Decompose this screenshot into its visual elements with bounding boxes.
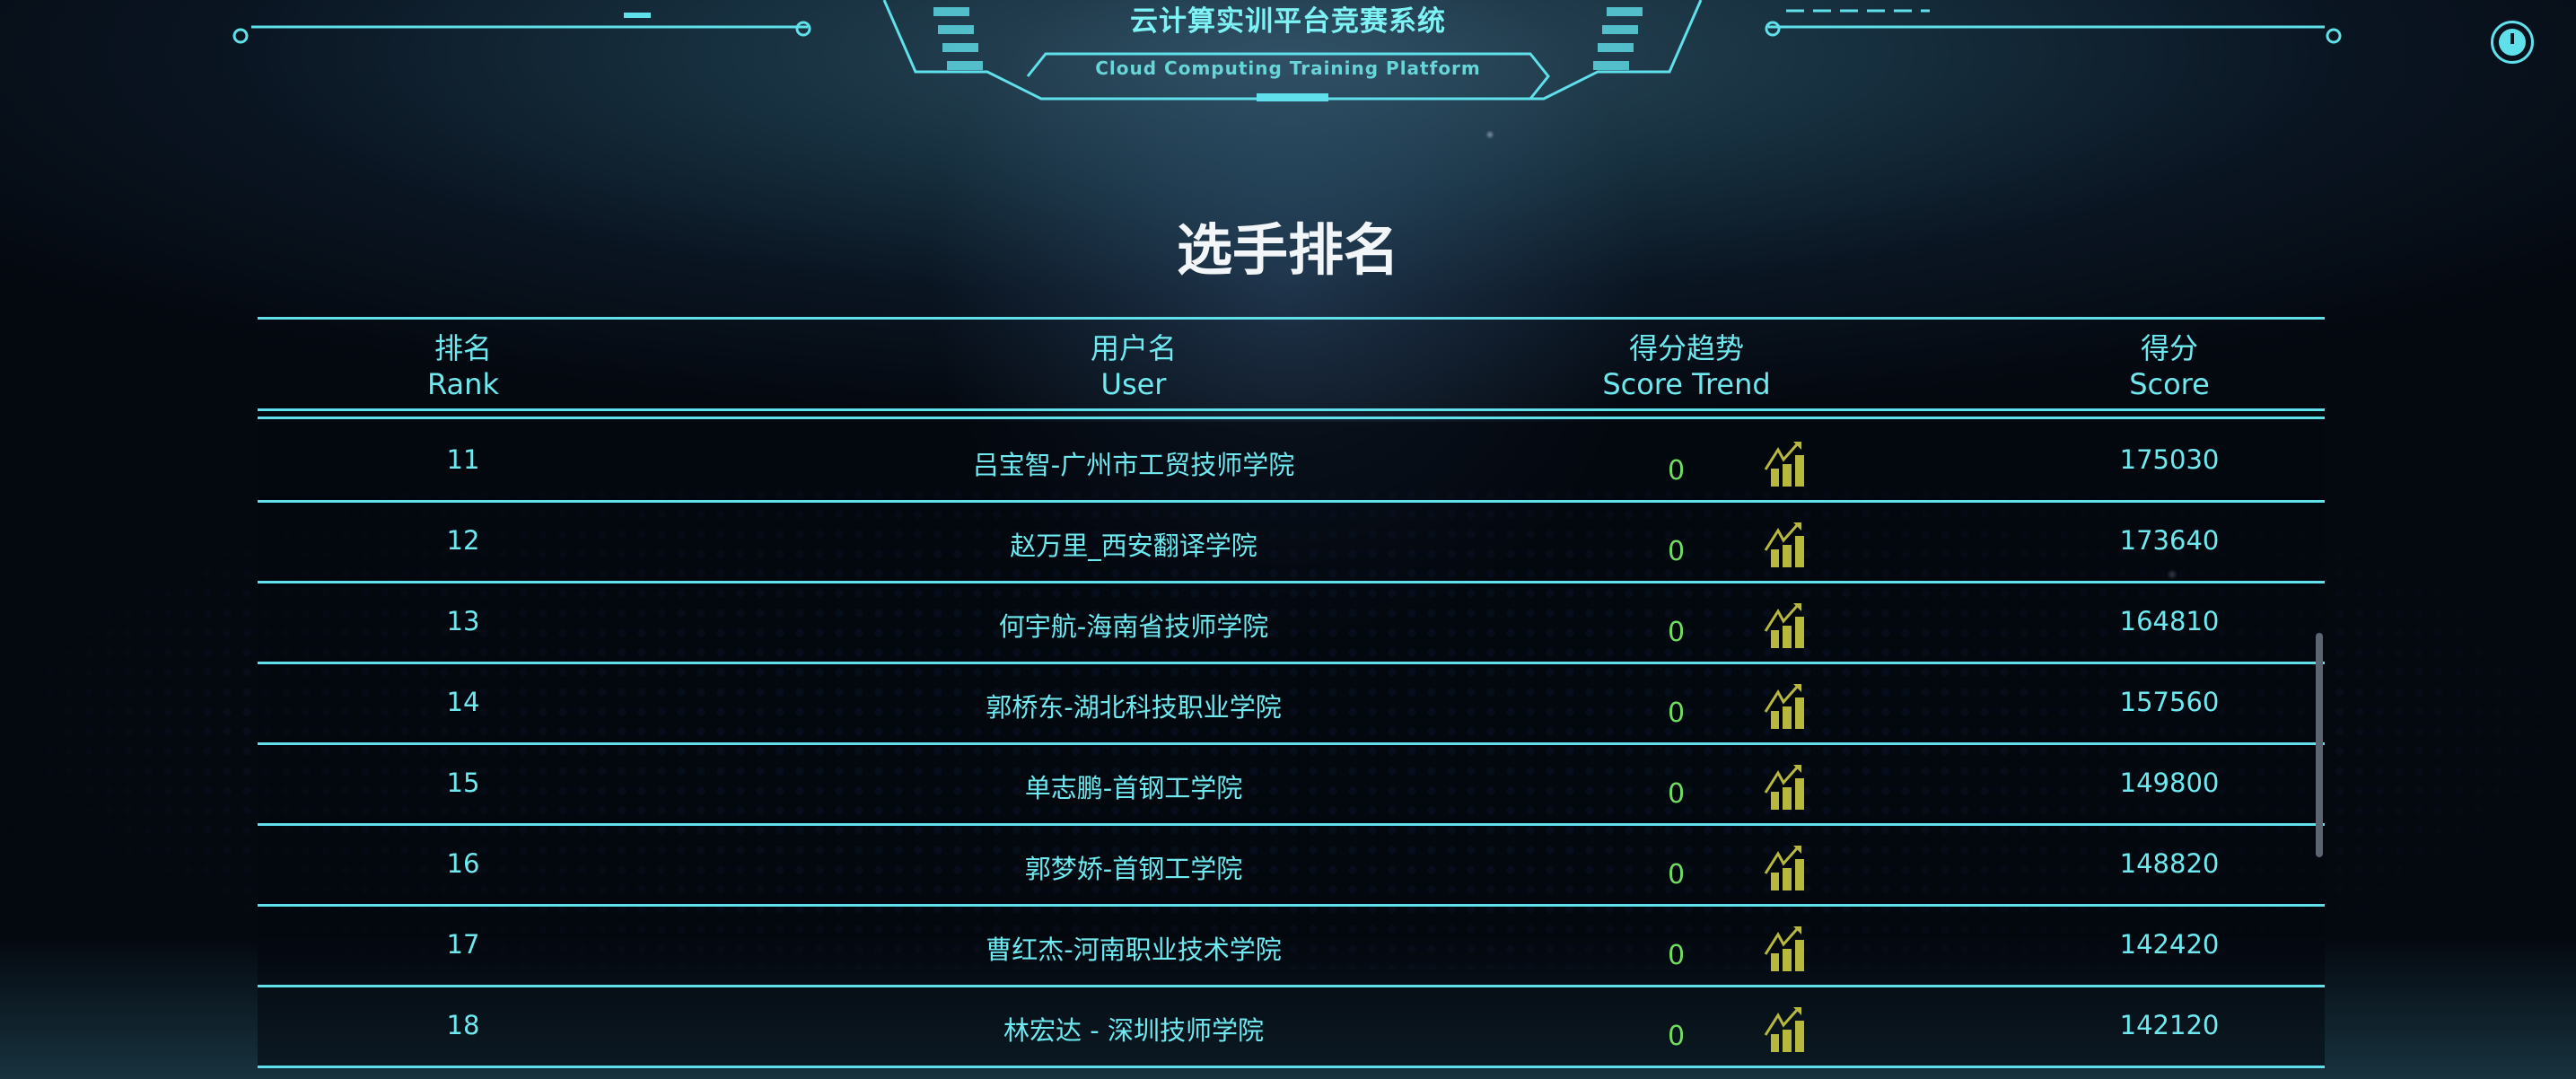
header-zh: 得分趋势: [1628, 331, 1744, 365]
column-header-score: 得分 Score: [2129, 330, 2210, 402]
table-row[interactable]: 12 赵万里_西安翻译学院 0 173640: [258, 503, 2325, 583]
user-cell: 郭桥东-湖北科技职业学院: [986, 692, 1282, 723]
column-header-score-trend: 得分趋势 Score Trend: [1602, 330, 1770, 402]
trend-value: 0: [1668, 940, 1686, 971]
trend-chart-icon[interactable]: [1764, 846, 1812, 890]
trend-chart-icon[interactable]: [1764, 603, 1812, 648]
header-en: User: [1100, 367, 1167, 401]
trend-value: 0: [1668, 455, 1686, 487]
page-title: 选手排名: [1176, 217, 1399, 283]
header-zh: 排名: [434, 331, 493, 365]
user-cell: 吕宝智-广州市工贸技师学院: [972, 450, 1295, 480]
trend-value: 0: [1668, 1021, 1686, 1052]
trend-chart-icon[interactable]: [1764, 926, 1812, 971]
header-en: Score: [2129, 367, 2210, 401]
score-cell: 149800: [2119, 768, 2220, 798]
trend-value: 0: [1668, 536, 1686, 567]
trend-chart-icon[interactable]: [1764, 522, 1812, 567]
user-cell: 何宇航-海南省技师学院: [998, 611, 1269, 642]
trend-value: 0: [1668, 778, 1686, 810]
user-cell: 曹红杰-河南职业技术学院: [986, 934, 1282, 965]
table-row[interactable]: 17 曹红杰-河南职业技术学院 0 142420: [258, 907, 2325, 987]
trend-chart-icon[interactable]: [1764, 1007, 1812, 1052]
user-cell: 郭梦娇-首钢工学院: [1024, 854, 1243, 884]
trend-chart-icon[interactable]: [1764, 442, 1812, 487]
table-row[interactable]: 13 何宇航-海南省技师学院 0 164810: [258, 583, 2325, 664]
table-row[interactable]: 16 郭梦娇-首钢工学院 0 148820: [258, 826, 2325, 907]
trend-value: 0: [1668, 617, 1686, 648]
score-cell: 173640: [2119, 525, 2220, 556]
app-subtitle: Cloud Computing Training Platform: [1095, 57, 1481, 79]
table-row[interactable]: 18 林宏达 - 深圳技师学院 0 142120: [258, 987, 2325, 1068]
table-row[interactable]: 11 吕宝智-广州市工贸技师学院 0 175030: [258, 422, 2325, 503]
rank-cell: 15: [446, 768, 480, 798]
score-cell: 148820: [2119, 848, 2220, 879]
rank-cell: 16: [446, 848, 480, 879]
trend-value: 0: [1668, 697, 1686, 729]
rank-cell: 12: [446, 525, 480, 556]
user-cell: 赵万里_西安翻译学院: [1010, 531, 1257, 561]
score-cell: 175030: [2119, 444, 2220, 475]
rank-cell: 11: [446, 444, 480, 475]
user-cell: 林宏达 - 深圳技师学院: [1003, 1015, 1264, 1046]
rank-cell: 13: [446, 606, 480, 636]
ranking-table: 排名 Rank 用户名 User 得分趋势 Score Trend 得分 Score 1…: [258, 317, 2325, 1068]
score-cell: 142120: [2119, 1010, 2220, 1040]
table-body: 11 吕宝智-广州市工贸技师学院 0 175030 12 赵万里_西安翻译学院 0…: [258, 422, 2325, 1068]
trend-chart-icon[interactable]: [1764, 765, 1812, 810]
header-en: Rank: [427, 367, 499, 401]
clock-icon[interactable]: [2491, 21, 2534, 64]
rank-cell: 14: [446, 687, 480, 717]
header: 云计算实训平台竞赛系统 Cloud Computing Training Pla…: [0, 0, 2576, 117]
rank-cell: 18: [446, 1010, 480, 1040]
trend-chart-icon[interactable]: [1764, 684, 1812, 729]
score-cell: 157560: [2119, 687, 2220, 717]
score-cell: 164810: [2119, 606, 2220, 636]
header-zh: 用户名: [1090, 331, 1178, 365]
scrollbar[interactable]: [2316, 633, 2323, 857]
trend-value: 0: [1668, 859, 1686, 890]
header-en: Score Trend: [1602, 367, 1771, 401]
column-header-rank: 排名 Rank: [427, 330, 499, 402]
table-row[interactable]: 14 郭桥东-湖北科技职业学院 0 157560: [258, 664, 2325, 745]
table-header: 排名 Rank 用户名 User 得分趋势 Score Trend 得分 Score: [258, 317, 2325, 419]
score-cell: 142420: [2119, 929, 2220, 960]
column-header-user: 用户名 User: [1091, 330, 1177, 402]
app-title: 云计算实训平台竞赛系统: [1130, 5, 1446, 38]
header-frame-decoration: [232, 0, 2342, 101]
user-cell: 单志鹏-首钢工学院: [1024, 773, 1243, 803]
header-zh: 得分: [2140, 331, 2198, 365]
rank-cell: 17: [446, 929, 480, 960]
table-row[interactable]: 15 单志鹏-首钢工学院 0 149800: [258, 745, 2325, 826]
